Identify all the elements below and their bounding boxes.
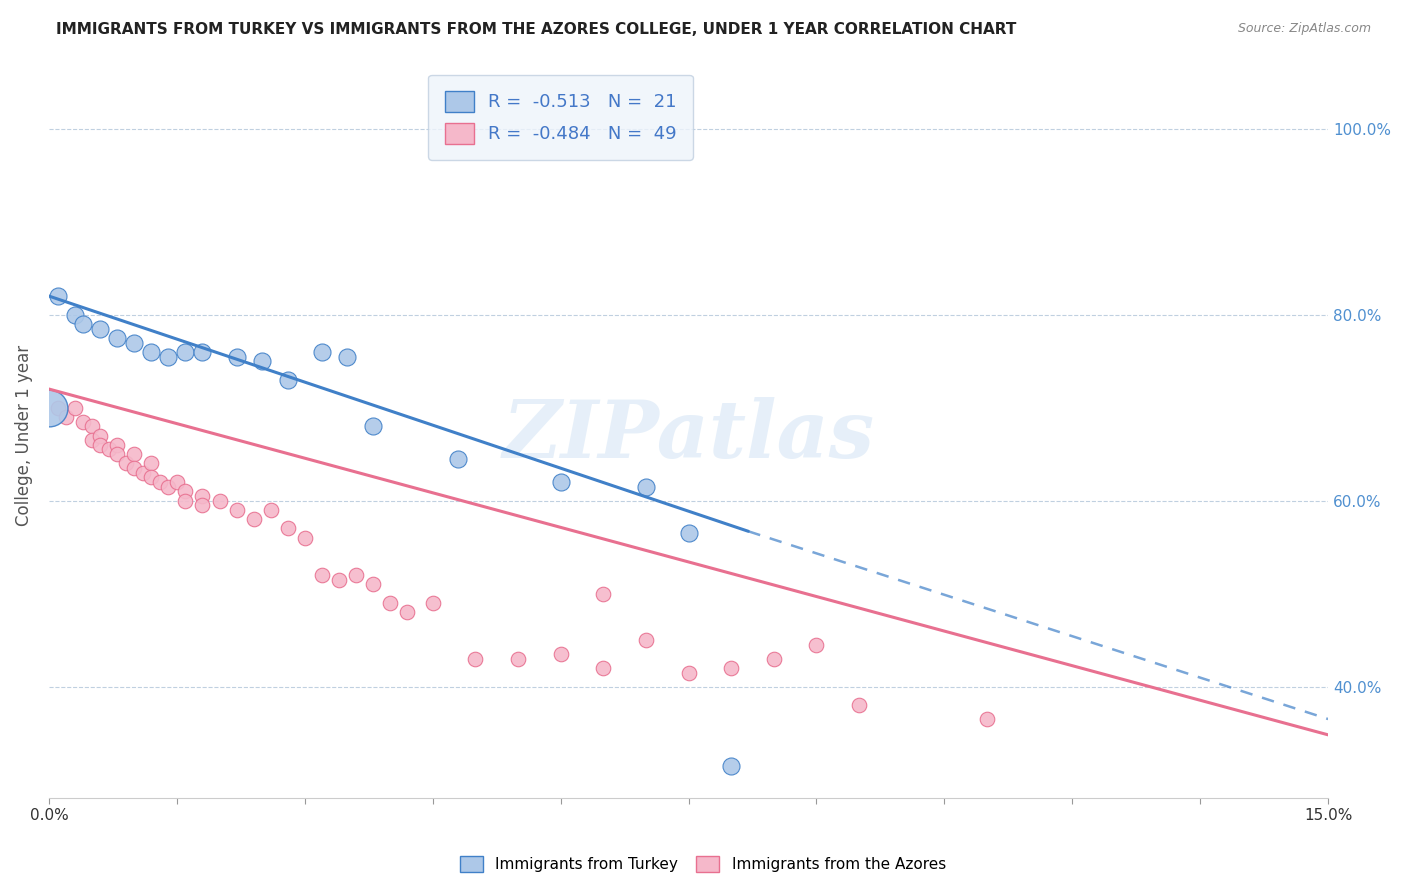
Point <box>250 354 273 368</box>
Point <box>225 503 247 517</box>
Point <box>464 651 486 665</box>
Point <box>89 428 111 442</box>
Point <box>848 698 870 712</box>
Point <box>328 573 350 587</box>
Point <box>260 503 283 517</box>
Point <box>678 665 700 680</box>
Point <box>806 638 828 652</box>
Point <box>294 531 316 545</box>
Point <box>720 661 742 675</box>
Point <box>378 596 401 610</box>
Point <box>592 586 614 600</box>
Point <box>89 438 111 452</box>
Point <box>46 401 69 415</box>
Point <box>63 308 86 322</box>
Point <box>132 466 155 480</box>
Point <box>97 442 120 457</box>
Point <box>191 498 214 512</box>
Point <box>634 633 657 648</box>
Point <box>762 651 785 665</box>
Point <box>89 321 111 335</box>
Point <box>72 317 94 331</box>
Point <box>396 605 419 619</box>
Point <box>46 289 69 303</box>
Point <box>80 433 103 447</box>
Point <box>361 419 384 434</box>
Point <box>311 568 333 582</box>
Point <box>80 419 103 434</box>
Point <box>149 475 172 489</box>
Point <box>72 415 94 429</box>
Point <box>208 493 231 508</box>
Text: ZIPatlas: ZIPatlas <box>502 397 875 475</box>
Point <box>242 512 264 526</box>
Point <box>63 401 86 415</box>
Point <box>336 350 359 364</box>
Point <box>506 651 529 665</box>
Point <box>166 475 188 489</box>
Point <box>55 409 77 424</box>
Point <box>122 447 145 461</box>
Point <box>277 373 299 387</box>
Point <box>191 489 214 503</box>
Point <box>174 493 197 508</box>
Point <box>174 484 197 499</box>
Point <box>277 521 299 535</box>
Point <box>592 661 614 675</box>
Point <box>634 480 657 494</box>
Point <box>157 350 180 364</box>
Point <box>105 331 128 345</box>
Point <box>122 335 145 350</box>
Point <box>550 647 572 661</box>
Point <box>141 470 163 484</box>
Y-axis label: College, Under 1 year: College, Under 1 year <box>15 345 32 526</box>
Point <box>311 344 333 359</box>
Point <box>141 344 163 359</box>
Legend: R =  -0.513   N =  21, R =  -0.484   N =  49: R = -0.513 N = 21, R = -0.484 N = 49 <box>429 75 693 160</box>
Point <box>114 457 136 471</box>
Point <box>550 475 572 489</box>
Point <box>976 712 998 726</box>
Point <box>678 526 700 541</box>
Point <box>422 596 444 610</box>
Point <box>447 451 470 466</box>
Legend: Immigrants from Turkey, Immigrants from the Azores: Immigrants from Turkey, Immigrants from … <box>453 848 953 880</box>
Point <box>720 758 742 772</box>
Point <box>361 577 384 591</box>
Point <box>174 344 197 359</box>
Text: Source: ZipAtlas.com: Source: ZipAtlas.com <box>1237 22 1371 36</box>
Text: IMMIGRANTS FROM TURKEY VS IMMIGRANTS FROM THE AZORES COLLEGE, UNDER 1 YEAR CORRE: IMMIGRANTS FROM TURKEY VS IMMIGRANTS FRO… <box>56 22 1017 37</box>
Point <box>157 480 180 494</box>
Point <box>141 457 163 471</box>
Point <box>191 344 214 359</box>
Point <box>38 401 60 415</box>
Point <box>344 568 367 582</box>
Point <box>105 447 128 461</box>
Point <box>225 350 247 364</box>
Point <box>105 438 128 452</box>
Point <box>122 461 145 475</box>
